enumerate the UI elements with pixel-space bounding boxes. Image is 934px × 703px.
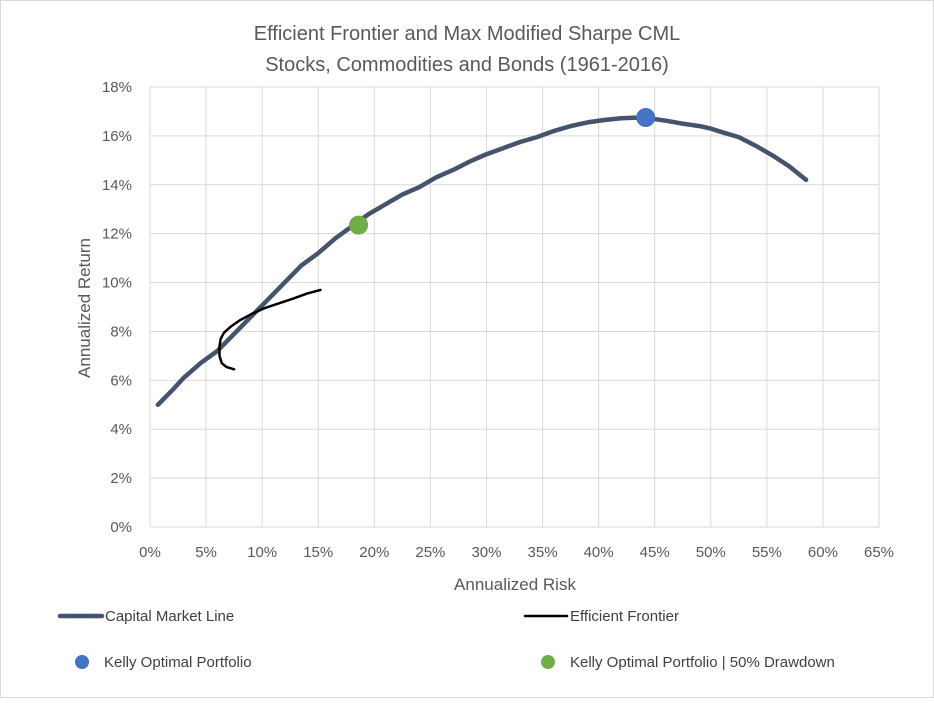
x-tick-label: 55% <box>752 544 782 561</box>
x-tick-label: 45% <box>640 544 670 561</box>
legend-label-capital-market-line: Capital Market Line <box>105 608 234 625</box>
y-tick-label: 12% <box>102 226 132 243</box>
x-tick-label: 65% <box>864 544 894 561</box>
efficient-frontier-line <box>218 288 322 371</box>
tick-labels: 0% 5% 10% 15% 20% 25% 30% 35% 40% 45% 50% 55% 60% 65%… <box>102 79 894 561</box>
x-tick-label: 15% <box>303 544 333 561</box>
x-tick-label: 25% <box>415 544 445 561</box>
x-tick-label: 30% <box>471 544 501 561</box>
x-tick-label: 5% <box>195 544 217 561</box>
y-tick-label: 0% <box>110 519 132 536</box>
y-tick-label: 8% <box>110 323 132 340</box>
x-tick-label: 20% <box>359 544 389 561</box>
legend-label-kelly-optimal-portfolio-50-drawdown: Kelly Optimal Portfolio | 50% Drawdown <box>570 654 835 671</box>
x-tick-label: 10% <box>247 544 277 561</box>
x-tick-label: 40% <box>584 544 614 561</box>
y-tick-label: 4% <box>110 421 132 438</box>
x-tick-label: 0% <box>139 544 161 561</box>
gridlines <box>149 86 880 528</box>
x-axis-label: Annualized Risk <box>454 575 576 594</box>
y-tick-label: 6% <box>110 372 132 389</box>
legend-label-kelly-optimal-portfolio: Kelly Optimal Portfolio <box>104 654 252 671</box>
legend-swatch-kelly-optimal-portfolio <box>75 655 89 669</box>
x-tick-label: 60% <box>808 544 838 561</box>
chart-title-line-1: Efficient Frontier and Max Modified Shar… <box>254 23 681 45</box>
chart-title-line-2: Stocks, Commodities and Bonds (1961-2016… <box>265 54 669 76</box>
y-tick-label: 16% <box>102 128 132 145</box>
y-tick-label: 10% <box>102 275 132 292</box>
legend: Capital Market Line Efficient Frontier Kel… <box>57 608 835 671</box>
capital-market-line-line <box>155 115 809 408</box>
y-tick-label: 2% <box>110 470 132 487</box>
y-tick-label: 18% <box>102 79 132 96</box>
kelly-optimal-portfolio-50-drawdown-point <box>349 215 369 235</box>
x-tick-label: 35% <box>528 544 558 561</box>
legend-label-efficient-frontier: Efficient Frontier <box>570 608 679 625</box>
series-layer <box>155 108 809 408</box>
x-tick-label: 50% <box>696 544 726 561</box>
legend-swatch-kelly-optimal-portfolio-50-drawdown <box>541 655 555 669</box>
y-tick-label: 14% <box>102 177 132 194</box>
y-axis-label: Annualized Return <box>75 238 94 378</box>
kelly-optimal-portfolio-point <box>636 108 656 128</box>
